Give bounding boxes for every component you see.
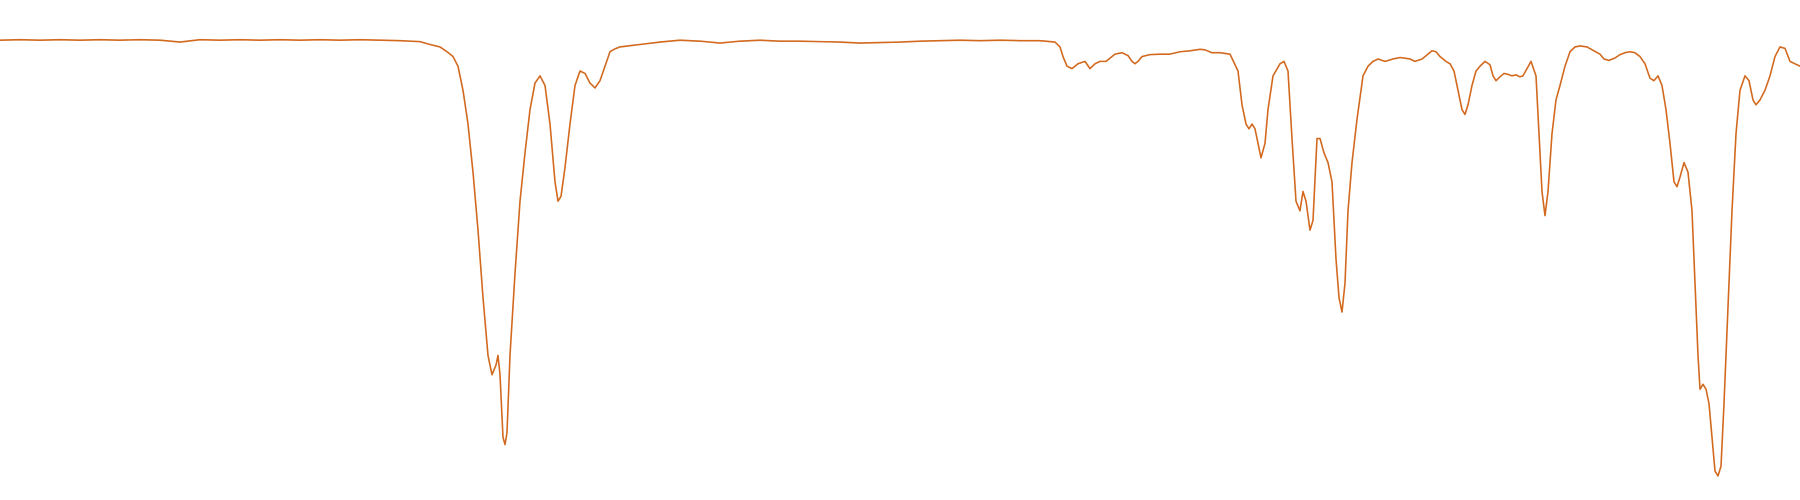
spectrum-series-line: [0, 38, 1800, 477]
plot-area: [0, 38, 1800, 477]
